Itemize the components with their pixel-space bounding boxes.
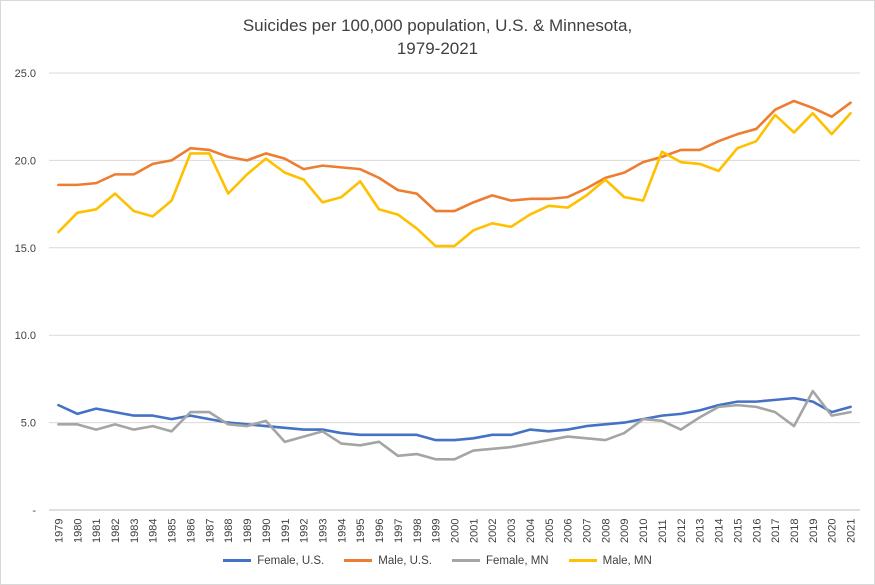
legend-item: Female, U.S. xyxy=(223,555,324,567)
x-tick-label: 2003 xyxy=(506,519,518,543)
x-tick-label: 2000 xyxy=(450,519,462,543)
x-tick-label: 1979 xyxy=(53,519,65,543)
y-tick-label: - xyxy=(32,505,36,517)
x-tick-label: 2010 xyxy=(638,519,650,543)
y-tick-label: 25.0 xyxy=(15,68,36,80)
x-tick-label: 1991 xyxy=(280,519,292,543)
legend-label: Female, MN xyxy=(485,554,549,567)
legend-item: Male, MN xyxy=(568,554,652,567)
x-tick-label: 1989 xyxy=(242,519,254,543)
x-tick-label: 2012 xyxy=(676,519,688,543)
legend-item: Female, MN xyxy=(451,554,549,567)
x-tick-label: 2001 xyxy=(468,519,480,543)
x-tick-label: 1999 xyxy=(431,519,443,543)
x-tick-label: 1980 xyxy=(72,519,84,543)
x-tick-label: 2014 xyxy=(714,519,726,543)
y-tick-label: 20.0 xyxy=(15,155,36,167)
y-tick-label: 5.0 xyxy=(21,418,36,430)
x-tick-label: 2018 xyxy=(789,519,801,543)
series-line-female-u-s xyxy=(57,396,852,442)
x-tick-label: 2020 xyxy=(827,519,839,543)
x-tick-label: 1993 xyxy=(317,519,329,543)
x-tick-label: 2013 xyxy=(695,519,707,543)
x-tick-label: 1994 xyxy=(336,519,348,543)
y-tick-label: 10.0 xyxy=(15,330,36,342)
x-tick-label: 1988 xyxy=(223,519,235,543)
x-tick-label: 2006 xyxy=(563,519,575,543)
x-tick-label: 1990 xyxy=(261,519,273,543)
x-tick-label: 1995 xyxy=(355,519,367,543)
x-tick-label: 1996 xyxy=(374,519,386,543)
x-tick-label: 2008 xyxy=(600,519,612,543)
x-tick-label: 1987 xyxy=(204,519,216,543)
x-tick-label: 1985 xyxy=(167,519,179,543)
x-tick-label: 1997 xyxy=(393,519,405,543)
legend-swatch xyxy=(344,559,373,562)
x-tick-label: 2002 xyxy=(487,519,499,543)
x-tick-label: 2019 xyxy=(808,519,820,543)
x-tick-label: 2005 xyxy=(544,519,556,543)
legend-swatch xyxy=(223,559,252,562)
chart-title: Suicides per 100,000 population, U.S. & … xyxy=(0,14,875,60)
legend-label: Female, U.S. xyxy=(257,554,325,567)
series-line-male-u-s xyxy=(57,99,852,213)
x-tick-label: 1998 xyxy=(412,519,424,543)
y-tick-label: 15.0 xyxy=(15,243,36,255)
x-tick-label: 2007 xyxy=(582,519,594,543)
x-tick-label: 1983 xyxy=(129,519,141,543)
series-line-female-mn xyxy=(57,389,852,461)
legend-label: Male, MN xyxy=(602,554,652,567)
x-tick-label: 1982 xyxy=(110,519,122,543)
x-tick-label: 2016 xyxy=(751,519,763,543)
x-tick-label: 2011 xyxy=(657,519,669,543)
x-tick-label: 2021 xyxy=(846,519,858,543)
x-tick-label: 2009 xyxy=(619,519,631,543)
x-tick-label: 2017 xyxy=(770,519,782,543)
x-tick-label: 1986 xyxy=(185,519,197,543)
legend-swatch xyxy=(568,559,597,562)
legend-swatch xyxy=(451,559,480,562)
x-tick-label: 2015 xyxy=(732,519,744,543)
series-line-male-mn xyxy=(57,111,852,248)
x-tick-label: 2004 xyxy=(525,519,537,543)
x-tick-label: 1981 xyxy=(91,519,103,543)
chart-title-line-2: 1979-2021 xyxy=(396,39,479,58)
legend-label: Male, U.S. xyxy=(378,554,432,567)
x-tick-label: 1984 xyxy=(148,519,160,543)
chart-legend: Female, U.S. Male, U.S. Female, MN Male, MN xyxy=(0,553,875,567)
chart-title-line-1: Suicides per 100,000 population, U.S. & … xyxy=(242,16,633,35)
legend-item: Male, U.S. xyxy=(344,555,432,567)
x-tick-label: 1992 xyxy=(299,519,311,543)
